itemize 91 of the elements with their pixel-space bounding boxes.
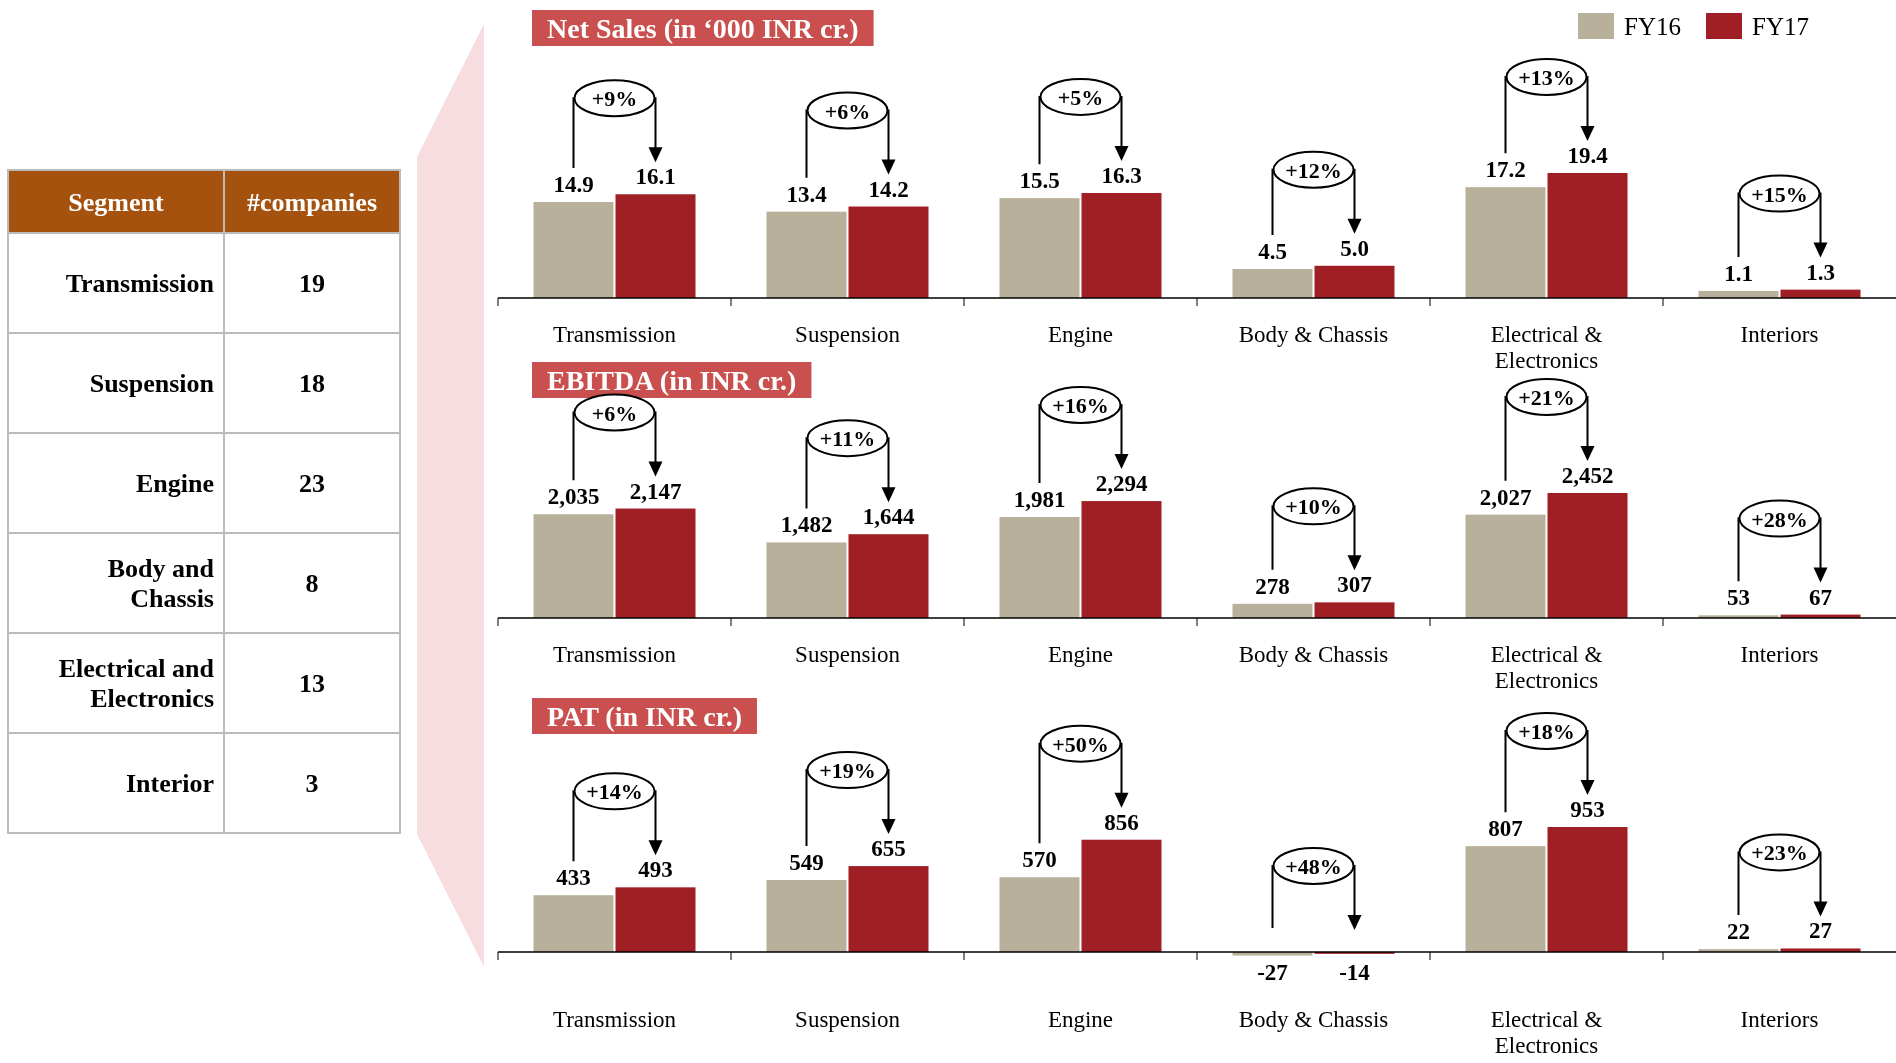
category-label: Transmission	[65, 269, 215, 298]
chart-title: PAT (in INR cr.)	[547, 701, 742, 732]
text: +14%	[586, 779, 643, 805]
x-tick-label: Interiors	[1740, 322, 1819, 347]
data-label: 16.1	[635, 164, 676, 190]
data-label: 1,482	[780, 512, 833, 538]
text: +21%	[1518, 385, 1575, 410]
data-label: 22	[1727, 919, 1750, 945]
data-label: 549	[789, 849, 824, 875]
data-label: 1.1	[1724, 260, 1753, 286]
text: #companies	[247, 187, 377, 217]
x-tick-label: Suspension	[795, 1007, 901, 1032]
category-label: Body and Chassis	[107, 554, 215, 613]
text: +5%	[1057, 84, 1104, 110]
x-tick-label: Interiors	[1740, 1007, 1819, 1032]
text: +6%	[591, 400, 638, 426]
annotation: +23%	[1751, 840, 1808, 866]
data-label: 2,294	[1095, 471, 1148, 497]
chart-title: EBITDA (in INR cr.)	[547, 365, 797, 396]
data-label: 2,147	[629, 478, 682, 504]
category-label: Engine	[135, 469, 214, 498]
x-tick-label: Engine	[1047, 1007, 1114, 1032]
data-label: 2,027	[1479, 484, 1532, 510]
annotation: +10%	[1285, 494, 1342, 520]
data-label: 433	[556, 865, 591, 891]
data-label: 67	[1809, 584, 1832, 610]
category-label: Electrical and Electronics	[58, 654, 215, 713]
data-label: 5.0	[1340, 235, 1369, 261]
data-label: 14.9	[553, 171, 594, 197]
text: +50%	[1052, 731, 1109, 757]
annotation: +15%	[1751, 181, 1808, 207]
data-label: 2,452	[1561, 463, 1614, 488]
text: +9%	[591, 86, 638, 112]
data-label: 3	[305, 769, 319, 798]
data-label: 13	[299, 669, 325, 698]
data-label: 4.5	[1258, 239, 1287, 265]
data-label: 278	[1255, 573, 1290, 599]
x-tick-label: Electrical & Electronics	[1490, 642, 1603, 694]
data-label: 27	[1809, 918, 1832, 944]
text: +16%	[1052, 393, 1109, 419]
data-label: 1,981	[1013, 487, 1066, 513]
text: +6%	[824, 98, 871, 124]
text: +19%	[819, 758, 876, 784]
x-tick-label: Transmission	[552, 1007, 677, 1032]
data-label: 23	[299, 469, 325, 498]
data-label: 19	[299, 269, 325, 298]
x-tick-label: Engine	[1047, 642, 1114, 667]
text: +13%	[1518, 65, 1575, 90]
data-label: 493	[638, 857, 673, 883]
x-tick-label: Body & Chassis	[1238, 322, 1389, 347]
x-tick-label: Transmission	[552, 642, 677, 667]
x-tick-label: Suspension	[795, 322, 901, 347]
x-tick-label: Electrical & Electronics	[1490, 322, 1603, 374]
category-label: Interior	[125, 769, 214, 798]
data-label: 14.2	[868, 176, 909, 202]
data-label: -14	[1339, 960, 1371, 985]
data-label: 655	[871, 836, 906, 862]
x-tick-label: Body & Chassis	[1238, 642, 1389, 667]
text: +11%	[819, 426, 876, 452]
legend-label: FY17	[1752, 13, 1809, 40]
data-label: 17.2	[1485, 157, 1526, 183]
data-label: 1.3	[1806, 259, 1835, 285]
data-label: 19.4	[1567, 143, 1609, 168]
chart-title: Net Sales (in ‘000 INR cr.)	[547, 13, 859, 44]
data-label: 16.3	[1101, 162, 1142, 188]
data-label: 307	[1337, 572, 1372, 598]
text: Segment	[68, 187, 164, 217]
x-tick-label: Suspension	[795, 642, 901, 667]
x-tick-label: Electrical & Electronics	[1490, 1007, 1603, 1059]
data-label: 15.5	[1019, 168, 1060, 194]
data-label: 13.4	[786, 181, 828, 207]
x-tick-label: Body & Chassis	[1238, 1007, 1389, 1032]
data-label: 53	[1727, 585, 1750, 611]
x-tick-label: Engine	[1047, 322, 1114, 347]
legend-label: FY16	[1624, 13, 1681, 40]
data-label: 18	[299, 369, 325, 398]
x-tick-label: Interiors	[1740, 642, 1819, 667]
data-label: 570	[1022, 847, 1057, 873]
annotation: +48%	[1285, 854, 1342, 879]
annotation: +12%	[1285, 157, 1342, 183]
data-label: 807	[1488, 816, 1523, 842]
x-tick-label: Transmission	[552, 322, 677, 347]
data-label: 2,035	[547, 484, 600, 510]
annotation: +28%	[1751, 506, 1808, 532]
text: +18%	[1518, 719, 1575, 744]
category-label: Suspension	[89, 369, 215, 398]
data-label: 8	[305, 569, 319, 598]
data-label: 856	[1104, 809, 1139, 835]
data-label: -27	[1257, 960, 1288, 985]
data-label: 1,644	[862, 504, 915, 530]
data-label: 953	[1570, 797, 1605, 822]
